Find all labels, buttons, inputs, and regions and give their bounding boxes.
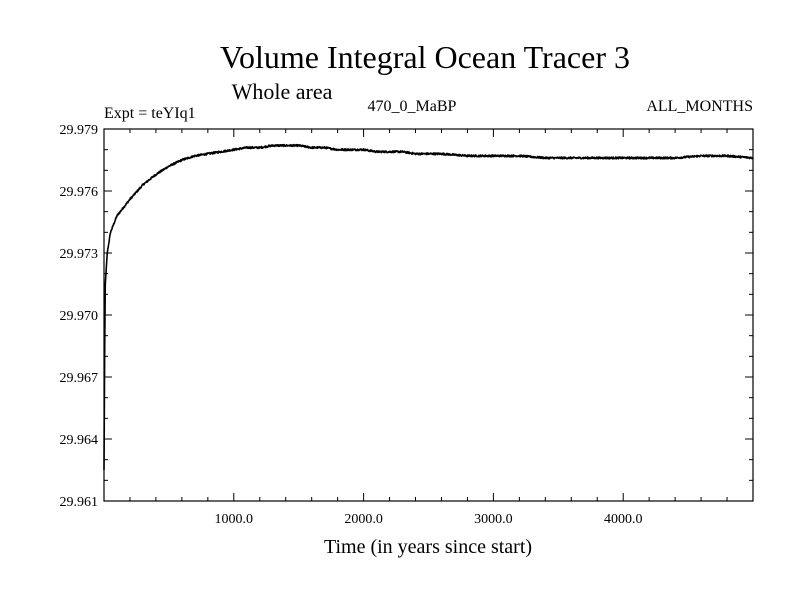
y-tick-label: 29.961	[60, 495, 99, 510]
chart-title: Volume Integral Ocean Tracer 3	[220, 39, 630, 75]
annotation-center: 470_0_MaBP	[368, 98, 457, 115]
x-tick-label: 4000.0	[604, 512, 643, 527]
x-axis-label: Time (in years since start)	[324, 536, 532, 558]
x-tick-label: 3000.0	[474, 512, 513, 527]
y-tick-label: 29.973	[60, 247, 99, 262]
y-axis: 29.961 29.964 29.967 29.970 29.973 29.976 29.9…	[60, 123, 753, 510]
y-tick-label: 29.967	[60, 371, 99, 386]
plot-frame	[103, 128, 754, 502]
y-tick-label: 29.970	[60, 309, 99, 324]
chart-subtitle: Whole area	[232, 79, 333, 104]
y-tick-label: 29.964	[60, 433, 99, 448]
series-line	[103, 143, 754, 471]
x-axis: 1000.0 2000.0 3000.0 4000.0	[129, 129, 728, 527]
x-tick-label: 1000.0	[215, 512, 254, 527]
series-layer	[103, 143, 754, 471]
y-tick-label: 29.976	[60, 185, 99, 200]
annotation-left: Expt = teYIq1	[104, 105, 196, 122]
y-tick-label: 29.979	[60, 123, 99, 138]
annotation-right: ALL_MONTHS	[646, 98, 753, 115]
x-tick-label: 2000.0	[344, 512, 383, 527]
